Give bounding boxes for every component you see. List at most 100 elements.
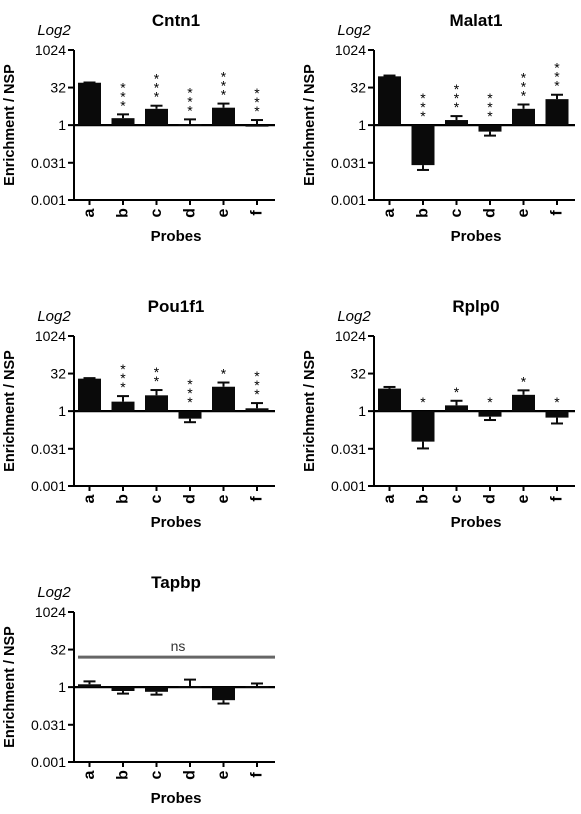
bar-c: [145, 687, 168, 692]
chart-panel-cntn1: Cntn1 Log2 Enrichment / NSP Probes 0.001 0.03…: [2, 11, 275, 245]
y-tick-label: 0.031: [31, 155, 66, 171]
significance-e: ***: [221, 69, 227, 103]
y-tick-label: 1024: [335, 328, 366, 344]
y-tick-label: 0.001: [31, 478, 66, 494]
significance-star: *: [187, 102, 193, 118]
significance-star: *: [454, 384, 460, 400]
y-tick-label: 0.031: [31, 441, 66, 457]
x-tick-label-d: d: [182, 494, 199, 504]
bar-d: [478, 411, 502, 417]
significance-c: ***: [454, 81, 460, 115]
x-tick-label-d: d: [182, 208, 199, 218]
significance-star: *: [420, 108, 426, 124]
significance-b: ***: [120, 79, 126, 113]
significance-star: *: [154, 80, 160, 96]
significance-star: *: [454, 90, 460, 106]
chart-title: Tapbp: [151, 573, 201, 592]
y-scale-label: Log2: [37, 584, 71, 601]
significance-c: *: [454, 384, 460, 400]
x-axis-label: Probes: [151, 514, 202, 531]
x-tick-label-f: f: [249, 772, 266, 778]
significance-star: *: [487, 90, 493, 106]
x-tick-label-e: e: [515, 208, 532, 217]
chart-title: Rplp0: [452, 297, 499, 316]
significance-star: *: [254, 103, 260, 119]
bar-f: [245, 686, 269, 688]
bar-c: [445, 405, 468, 412]
y-tick-label: 1: [358, 117, 366, 133]
bar-d: [178, 124, 202, 126]
x-tick-label-a: a: [381, 208, 398, 217]
x-axis-label: Probes: [451, 514, 502, 531]
x-tick-label-b: b: [115, 494, 132, 504]
x-tick-label-a: a: [81, 494, 98, 503]
x-tick-label-e: e: [215, 770, 232, 779]
significance-star: *: [420, 99, 426, 115]
chart-title: Malat1: [450, 11, 503, 30]
significance-star: *: [521, 70, 527, 86]
significance-star: *: [120, 88, 126, 104]
significance-star: *: [254, 386, 260, 402]
significance-e: *: [521, 373, 527, 389]
y-scale-label: Log2: [37, 308, 71, 325]
bar-a: [78, 684, 101, 688]
significance-d: *: [487, 394, 493, 410]
x-tick-label-b: b: [415, 494, 432, 504]
significance-star: *: [521, 373, 527, 389]
x-tick-label-b: b: [115, 770, 132, 780]
significance-star: *: [521, 88, 527, 104]
bar-b: [111, 687, 135, 691]
significance-star: *: [187, 93, 193, 109]
significance-star: *: [554, 69, 560, 85]
significance-star: *: [120, 379, 126, 395]
y-tick-label: 1024: [35, 604, 66, 620]
significance-star: *: [454, 81, 460, 97]
y-tick-label: 0.031: [331, 441, 366, 457]
y-tick-label: 1: [58, 403, 66, 419]
significance-star: *: [554, 78, 560, 94]
y-tick-label: 32: [350, 366, 366, 382]
significance-f: ***: [254, 85, 260, 119]
x-tick-label-d: d: [482, 208, 499, 218]
significance-f: ***: [554, 60, 560, 94]
significance-c: ***: [154, 71, 160, 105]
significance-star: *: [487, 99, 493, 115]
significance-star: *: [221, 366, 227, 382]
significance-star: *: [154, 89, 160, 105]
y-tick-label: 32: [50, 366, 66, 382]
x-tick-label-a: a: [81, 208, 98, 217]
bar-c: [445, 120, 468, 126]
significance-d: ***: [487, 90, 493, 124]
x-tick-label-e: e: [515, 494, 532, 503]
significance-f: *: [554, 394, 560, 410]
significance-star: *: [554, 60, 560, 76]
x-tick-label-c: c: [148, 494, 165, 503]
significance-star: *: [521, 79, 527, 95]
significance-star: *: [254, 377, 260, 393]
significance-c: **: [154, 364, 160, 389]
y-scale-label: Log2: [337, 22, 371, 39]
x-tick-label-e: e: [215, 208, 232, 217]
y-tick-label: 0.001: [31, 192, 66, 208]
chart-panel-pou1f1: Pou1f1 Log2 Enrichment / NSP Probes 0.001 0.0…: [2, 297, 275, 531]
bar-e: [212, 386, 235, 412]
x-tick-label-f: f: [249, 210, 266, 216]
bar-b: [111, 401, 135, 412]
significance-star: *: [120, 370, 126, 386]
significance-star: *: [187, 394, 193, 410]
y-axis-label: Enrichment / NSP: [2, 350, 18, 472]
bar-b: [411, 125, 435, 166]
x-tick-label-c: c: [448, 208, 465, 217]
significance-star: *: [187, 376, 193, 392]
x-tick-label-d: d: [182, 770, 199, 780]
x-tick-label-f: f: [249, 496, 266, 502]
significance-star: *: [221, 87, 227, 103]
y-tick-label: 32: [350, 80, 366, 96]
y-axis-label: Enrichment / NSP: [2, 64, 18, 186]
significance-star: *: [221, 78, 227, 94]
bar-e: [212, 687, 235, 701]
y-scale-label: Log2: [337, 308, 371, 325]
bar-d: [178, 686, 202, 688]
x-axis-label: Probes: [151, 790, 202, 807]
y-tick-label: 0.031: [31, 717, 66, 733]
